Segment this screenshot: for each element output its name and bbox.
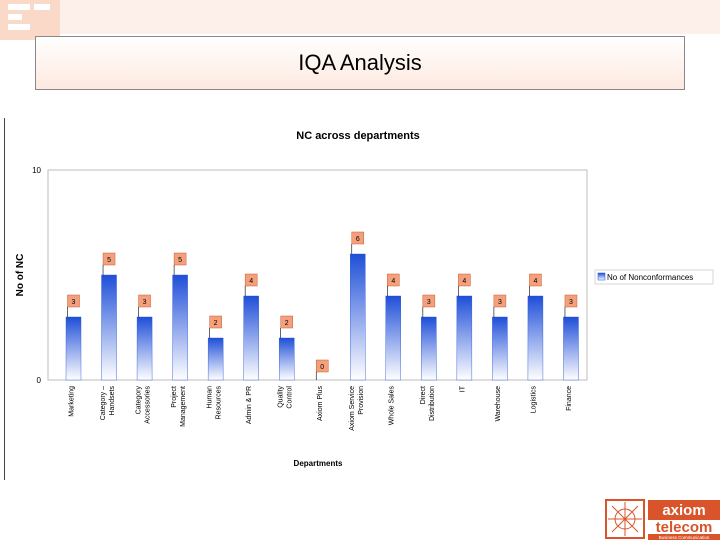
bar	[207, 337, 224, 381]
data-label: 3	[569, 299, 573, 306]
corner-decoration	[0, 0, 720, 40]
y-tick-label: 0	[37, 376, 42, 385]
data-label: 4	[462, 278, 466, 285]
category-label: Finance	[566, 386, 573, 411]
data-label-box	[351, 231, 365, 245]
logo-tagline: Business Communication	[659, 535, 710, 540]
bar	[172, 274, 188, 381]
data-label: 4	[391, 278, 395, 285]
bar	[136, 316, 153, 381]
category-label: Marketing	[69, 386, 76, 417]
bar	[563, 316, 579, 381]
data-label-box	[138, 294, 151, 308]
data-label: 2	[285, 320, 289, 327]
bar	[527, 295, 544, 381]
bar	[65, 316, 82, 381]
bar	[385, 295, 401, 381]
data-label-box	[67, 294, 80, 308]
category-label: Whole Sales	[388, 386, 395, 426]
data-label-box	[422, 294, 436, 308]
category-label: Axiom Service Provision	[349, 386, 365, 431]
data-label: 3	[427, 299, 431, 306]
plot-area	[47, 169, 588, 381]
category-label: Category Accessories	[136, 386, 152, 424]
data-label-box	[458, 273, 471, 287]
category-label: Logistics	[530, 386, 537, 414]
category-label: Admin & PR	[246, 386, 253, 424]
bar	[101, 274, 117, 381]
data-label-box	[315, 359, 329, 373]
category-label: Warehouse	[495, 386, 502, 422]
bar	[279, 337, 295, 381]
data-label: 3	[498, 299, 502, 306]
left-divider	[4, 118, 5, 480]
data-label-box	[564, 294, 578, 308]
data-label: 0	[320, 364, 324, 371]
data-label-box	[102, 252, 116, 266]
data-label: 3	[143, 299, 147, 306]
y-tick-label: 10	[32, 166, 41, 175]
data-label: 4	[533, 278, 537, 285]
logo-line2: telecom	[656, 519, 713, 536]
bar	[492, 316, 508, 381]
data-label: 2	[214, 320, 218, 327]
data-label-box	[493, 294, 507, 308]
data-label-box	[280, 315, 293, 329]
y-axis-label: No of NC	[15, 254, 26, 297]
category-label: Category – Handsets	[100, 386, 116, 421]
legend-swatch	[597, 272, 606, 281]
data-label: 5	[107, 257, 111, 264]
category-label: Direct Distribution	[420, 386, 436, 421]
x-axis-label: Departments	[294, 459, 343, 468]
category-label: Project Management	[171, 386, 187, 427]
category-label: IT	[459, 385, 466, 392]
data-label-box	[387, 273, 400, 287]
data-label: 4	[249, 278, 253, 285]
data-label-box	[529, 273, 542, 287]
data-label: 5	[178, 257, 182, 264]
data-label-box	[244, 273, 258, 287]
legend-box	[594, 269, 714, 285]
legend-label: No of Nonconformances	[607, 273, 693, 282]
chart-title: NC across departments	[296, 130, 420, 142]
data-label: 3	[72, 299, 76, 306]
axiom-telecom-logo: axiom telecom Business Communication	[605, 499, 720, 540]
data-label: 6	[356, 236, 360, 243]
category-label: Axiom Plus	[317, 386, 324, 422]
bar	[350, 253, 366, 381]
bar	[456, 295, 473, 381]
bar	[421, 316, 437, 381]
category-label: Human Resources	[207, 386, 223, 420]
data-label-box	[173, 252, 187, 266]
category-label: Quality Control	[278, 386, 294, 409]
nc-chart: NC across departments 0 10 No of NC Departme…	[15, 130, 714, 468]
bar	[243, 295, 259, 381]
slide-title: IQA Analysis	[35, 36, 685, 90]
data-label-box	[209, 315, 222, 329]
logo-line1: axiom	[662, 502, 705, 519]
